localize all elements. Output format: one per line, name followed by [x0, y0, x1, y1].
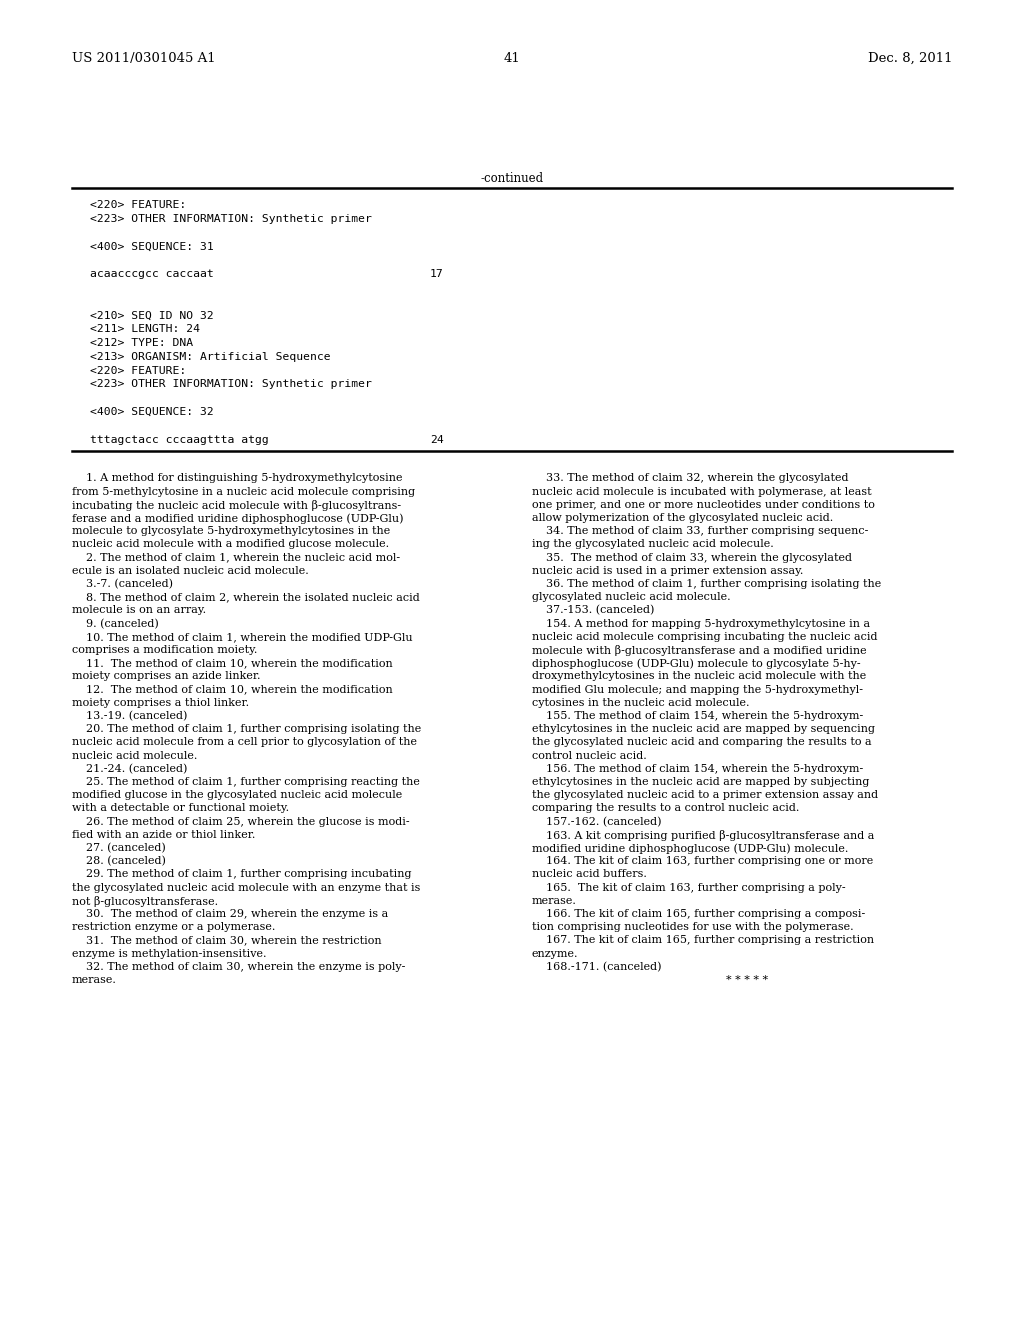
Text: tion comprising nucleotides for use with the polymerase.: tion comprising nucleotides for use with…	[532, 923, 854, 932]
Text: nucleic acid is used in a primer extension assay.: nucleic acid is used in a primer extensi…	[532, 566, 804, 576]
Text: modified uridine diphosphoglucose (UDP-Glu) molecule.: modified uridine diphosphoglucose (UDP-G…	[532, 843, 848, 854]
Text: 27. (canceled): 27. (canceled)	[72, 843, 166, 853]
Text: molecule with β-glucosyltransferase and a modified uridine: molecule with β-glucosyltransferase and …	[532, 645, 866, 656]
Text: <223> OTHER INFORMATION: Synthetic primer: <223> OTHER INFORMATION: Synthetic prime…	[90, 214, 372, 224]
Text: allow polymerization of the glycosylated nucleic acid.: allow polymerization of the glycosylated…	[532, 513, 834, 523]
Text: 37.-153. (canceled): 37.-153. (canceled)	[532, 606, 654, 615]
Text: the glycosylated nucleic acid and comparing the results to a: the glycosylated nucleic acid and compar…	[532, 738, 871, 747]
Text: <212> TYPE: DNA: <212> TYPE: DNA	[90, 338, 194, 348]
Text: not β-glucosyltransferase.: not β-glucosyltransferase.	[72, 896, 218, 907]
Text: 1. A method for distinguishing 5-hydroxymethylcytosine: 1. A method for distinguishing 5-hydroxy…	[72, 474, 402, 483]
Text: <220> FEATURE:: <220> FEATURE:	[90, 201, 186, 210]
Text: 25. The method of claim 1, further comprising reacting the: 25. The method of claim 1, further compr…	[72, 777, 420, 787]
Text: 2. The method of claim 1, wherein the nucleic acid mol-: 2. The method of claim 1, wherein the nu…	[72, 553, 400, 562]
Text: nucleic acid buffers.: nucleic acid buffers.	[532, 870, 647, 879]
Text: the glycosylated nucleic acid to a primer extension assay and: the glycosylated nucleic acid to a prime…	[532, 791, 879, 800]
Text: comparing the results to a control nucleic acid.: comparing the results to a control nucle…	[532, 804, 800, 813]
Text: 8. The method of claim 2, wherein the isolated nucleic acid: 8. The method of claim 2, wherein the is…	[72, 593, 420, 602]
Text: 11.  The method of claim 10, wherein the modification: 11. The method of claim 10, wherein the …	[72, 659, 393, 668]
Text: nucleic acid molecule is incubated with polymerase, at least: nucleic acid molecule is incubated with …	[532, 487, 871, 496]
Text: 165.  The kit of claim 163, further comprising a poly-: 165. The kit of claim 163, further compr…	[532, 883, 846, 892]
Text: 167. The kit of claim 165, further comprising a restriction: 167. The kit of claim 165, further compr…	[532, 936, 874, 945]
Text: 13.-19. (canceled): 13.-19. (canceled)	[72, 711, 187, 721]
Text: <213> ORGANISM: Artificial Sequence: <213> ORGANISM: Artificial Sequence	[90, 352, 331, 362]
Text: tttagctacc cccaagttta atgg: tttagctacc cccaagttta atgg	[90, 434, 268, 445]
Text: <211> LENGTH: 24: <211> LENGTH: 24	[90, 325, 200, 334]
Text: restriction enzyme or a polymerase.: restriction enzyme or a polymerase.	[72, 923, 275, 932]
Text: 166. The kit of claim 165, further comprising a composi-: 166. The kit of claim 165, further compr…	[532, 909, 865, 919]
Text: nucleic acid molecule with a modified glucose molecule.: nucleic acid molecule with a modified gl…	[72, 540, 389, 549]
Text: 36. The method of claim 1, further comprising isolating the: 36. The method of claim 1, further compr…	[532, 579, 882, 589]
Text: molecule to glycosylate 5-hydroxymethylcytosines in the: molecule to glycosylate 5-hydroxymethylc…	[72, 527, 390, 536]
Text: 154. A method for mapping 5-hydroxymethylcytosine in a: 154. A method for mapping 5-hydroxymethy…	[532, 619, 870, 628]
Text: comprises a modification moiety.: comprises a modification moiety.	[72, 645, 257, 655]
Text: nucleic acid molecule from a cell prior to glycosylation of the: nucleic acid molecule from a cell prior …	[72, 738, 417, 747]
Text: nucleic acid molecule.: nucleic acid molecule.	[72, 751, 198, 760]
Text: nucleic acid molecule comprising incubating the nucleic acid: nucleic acid molecule comprising incubat…	[532, 632, 878, 642]
Text: modified glucose in the glycosylated nucleic acid molecule: modified glucose in the glycosylated nuc…	[72, 791, 402, 800]
Text: 20. The method of claim 1, further comprising isolating the: 20. The method of claim 1, further compr…	[72, 725, 421, 734]
Text: one primer, and one or more nucleotides under conditions to: one primer, and one or more nucleotides …	[532, 500, 874, 510]
Text: 28. (canceled): 28. (canceled)	[72, 857, 166, 866]
Text: enzyme is methylation-insensitive.: enzyme is methylation-insensitive.	[72, 949, 266, 958]
Text: 32. The method of claim 30, wherein the enzyme is poly-: 32. The method of claim 30, wherein the …	[72, 962, 406, 972]
Text: enzyme.: enzyme.	[532, 949, 579, 958]
Text: fied with an azide or thiol linker.: fied with an azide or thiol linker.	[72, 830, 255, 840]
Text: 26. The method of claim 25, wherein the glucose is modi-: 26. The method of claim 25, wherein the …	[72, 817, 410, 826]
Text: ferase and a modified uridine diphosphoglucose (UDP-Glu): ferase and a modified uridine diphosphog…	[72, 513, 403, 524]
Text: merase.: merase.	[72, 975, 117, 985]
Text: 12.  The method of claim 10, wherein the modification: 12. The method of claim 10, wherein the …	[72, 685, 393, 694]
Text: <223> OTHER INFORMATION: Synthetic primer: <223> OTHER INFORMATION: Synthetic prime…	[90, 379, 372, 389]
Text: 30.  The method of claim 29, wherein the enzyme is a: 30. The method of claim 29, wherein the …	[72, 909, 388, 919]
Text: 168.-171. (canceled): 168.-171. (canceled)	[532, 962, 662, 972]
Text: moiety comprises a thiol linker.: moiety comprises a thiol linker.	[72, 698, 249, 708]
Text: 29. The method of claim 1, further comprising incubating: 29. The method of claim 1, further compr…	[72, 870, 412, 879]
Text: * * * * *: * * * * *	[726, 975, 768, 985]
Text: merase.: merase.	[532, 896, 577, 906]
Text: ing the glycosylated nucleic acid molecule.: ing the glycosylated nucleic acid molecu…	[532, 540, 774, 549]
Text: moiety comprises an azide linker.: moiety comprises an azide linker.	[72, 672, 260, 681]
Text: <210> SEQ ID NO 32: <210> SEQ ID NO 32	[90, 310, 214, 321]
Text: from 5-methylcytosine in a nucleic acid molecule comprising: from 5-methylcytosine in a nucleic acid …	[72, 487, 415, 496]
Text: cytosines in the nucleic acid molecule.: cytosines in the nucleic acid molecule.	[532, 698, 750, 708]
Text: 41: 41	[504, 51, 520, 65]
Text: diphosphoglucose (UDP-Glu) molecule to glycosylate 5-hy-: diphosphoglucose (UDP-Glu) molecule to g…	[532, 659, 860, 669]
Text: 35.  The method of claim 33, wherein the glycosylated: 35. The method of claim 33, wherein the …	[532, 553, 852, 562]
Text: ecule is an isolated nucleic acid molecule.: ecule is an isolated nucleic acid molecu…	[72, 566, 309, 576]
Text: 156. The method of claim 154, wherein the 5-hydroxym-: 156. The method of claim 154, wherein th…	[532, 764, 863, 774]
Text: US 2011/0301045 A1: US 2011/0301045 A1	[72, 51, 216, 65]
Text: 24: 24	[430, 434, 443, 445]
Text: glycosylated nucleic acid molecule.: glycosylated nucleic acid molecule.	[532, 593, 731, 602]
Text: <220> FEATURE:: <220> FEATURE:	[90, 366, 186, 376]
Text: -continued: -continued	[480, 172, 544, 185]
Text: with a detectable or functional moiety.: with a detectable or functional moiety.	[72, 804, 289, 813]
Text: control nucleic acid.: control nucleic acid.	[532, 751, 647, 760]
Text: 33. The method of claim 32, wherein the glycosylated: 33. The method of claim 32, wherein the …	[532, 474, 849, 483]
Text: ethylcytosines in the nucleic acid are mapped by subjecting: ethylcytosines in the nucleic acid are m…	[532, 777, 869, 787]
Text: 155. The method of claim 154, wherein the 5-hydroxym-: 155. The method of claim 154, wherein th…	[532, 711, 863, 721]
Text: 31.  The method of claim 30, wherein the restriction: 31. The method of claim 30, wherein the …	[72, 936, 382, 945]
Text: 34. The method of claim 33, further comprising sequenc-: 34. The method of claim 33, further comp…	[532, 527, 868, 536]
Text: 9. (canceled): 9. (canceled)	[72, 619, 159, 628]
Text: the glycosylated nucleic acid molecule with an enzyme that is: the glycosylated nucleic acid molecule w…	[72, 883, 421, 892]
Text: 157.-162. (canceled): 157.-162. (canceled)	[532, 817, 662, 826]
Text: <400> SEQUENCE: 32: <400> SEQUENCE: 32	[90, 407, 214, 417]
Text: <400> SEQUENCE: 31: <400> SEQUENCE: 31	[90, 242, 214, 251]
Text: 164. The kit of claim 163, further comprising one or more: 164. The kit of claim 163, further compr…	[532, 857, 873, 866]
Text: acaacccgcc caccaat: acaacccgcc caccaat	[90, 269, 214, 279]
Text: Dec. 8, 2011: Dec. 8, 2011	[867, 51, 952, 65]
Text: modified Glu molecule; and mapping the 5-hydroxymethyl-: modified Glu molecule; and mapping the 5…	[532, 685, 863, 694]
Text: 21.-24. (canceled): 21.-24. (canceled)	[72, 764, 187, 774]
Text: droxymethylcytosines in the nucleic acid molecule with the: droxymethylcytosines in the nucleic acid…	[532, 672, 866, 681]
Text: 3.-7. (canceled): 3.-7. (canceled)	[72, 579, 173, 589]
Text: molecule is on an array.: molecule is on an array.	[72, 606, 206, 615]
Text: 10. The method of claim 1, wherein the modified UDP-Glu: 10. The method of claim 1, wherein the m…	[72, 632, 413, 642]
Text: ethylcytosines in the nucleic acid are mapped by sequencing: ethylcytosines in the nucleic acid are m…	[532, 725, 874, 734]
Text: incubating the nucleic acid molecule with β-glucosyltrans-: incubating the nucleic acid molecule wit…	[72, 500, 401, 511]
Text: 163. A kit comprising purified β-glucosyltransferase and a: 163. A kit comprising purified β-glucosy…	[532, 830, 874, 841]
Text: 17: 17	[430, 269, 443, 279]
